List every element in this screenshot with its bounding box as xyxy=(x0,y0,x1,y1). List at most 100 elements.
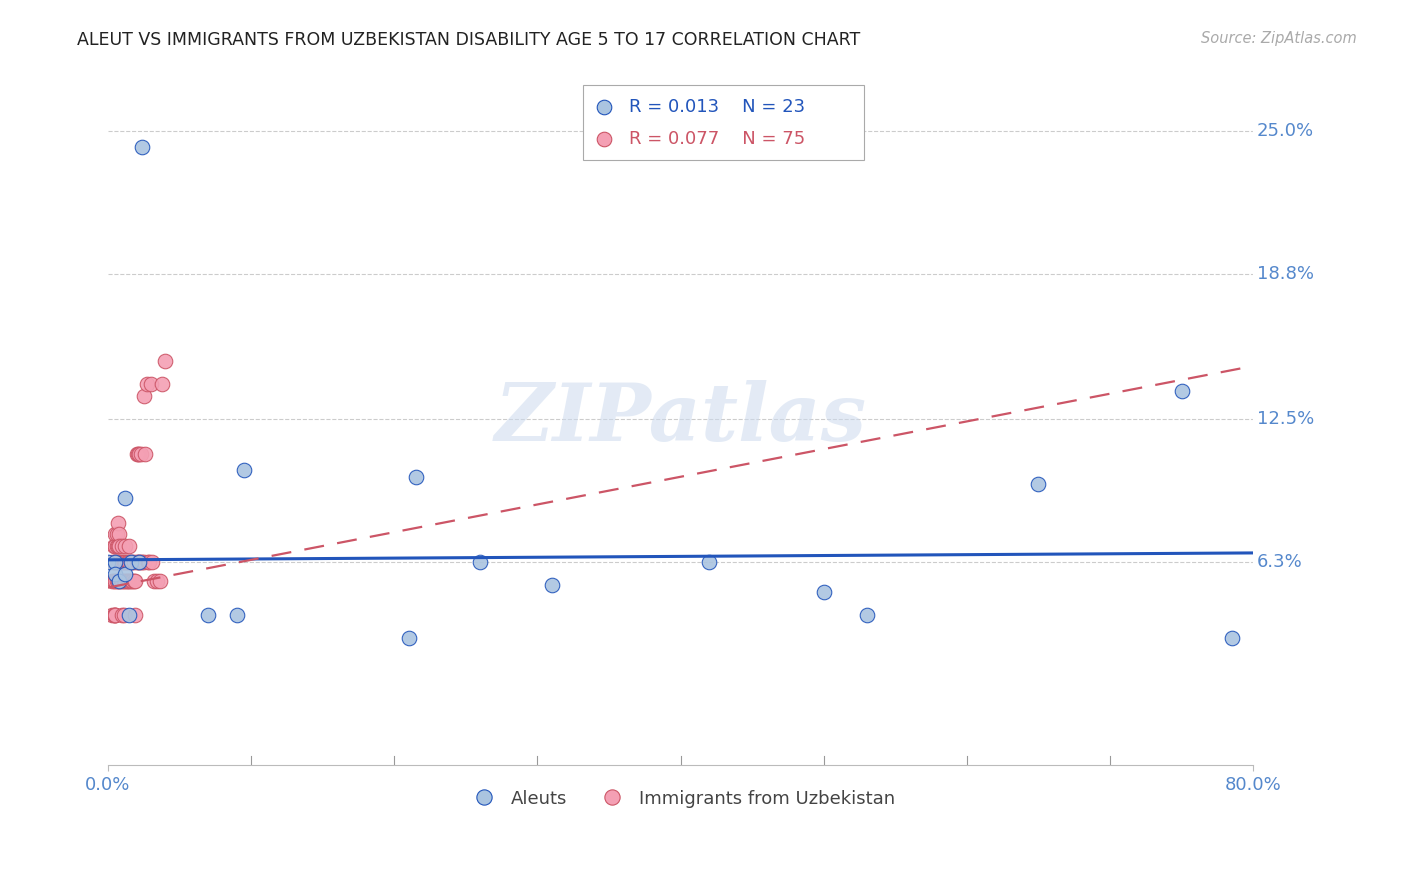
Point xyxy=(114,491,136,505)
Text: R = 0.013    N = 23: R = 0.013 N = 23 xyxy=(628,98,806,116)
Point xyxy=(104,566,127,581)
Point xyxy=(139,377,162,392)
Point xyxy=(108,555,131,569)
Point xyxy=(405,470,427,484)
Point xyxy=(108,574,131,588)
Point xyxy=(104,574,127,588)
Point xyxy=(131,555,153,569)
Point xyxy=(135,377,157,392)
Point xyxy=(120,574,142,588)
Point xyxy=(118,608,141,623)
Point xyxy=(103,555,125,569)
Point xyxy=(122,574,145,588)
Point xyxy=(125,555,148,569)
Point xyxy=(114,566,136,581)
Point xyxy=(124,608,146,623)
Point xyxy=(97,555,120,569)
Point xyxy=(132,389,155,403)
Point xyxy=(105,527,128,541)
Point xyxy=(108,574,131,588)
Point xyxy=(136,555,159,569)
Text: ALEUT VS IMMIGRANTS FROM UZBEKISTAN DISABILITY AGE 5 TO 17 CORRELATION CHART: ALEUT VS IMMIGRANTS FROM UZBEKISTAN DISA… xyxy=(77,31,860,49)
Point xyxy=(104,608,127,623)
Point xyxy=(111,539,134,553)
Point xyxy=(117,574,139,588)
Point xyxy=(115,574,138,588)
Point xyxy=(104,527,127,541)
Point xyxy=(697,555,720,569)
Point xyxy=(148,574,170,588)
Legend: Aleuts, Immigrants from Uzbekistan: Aleuts, Immigrants from Uzbekistan xyxy=(458,782,903,815)
Point xyxy=(121,574,143,588)
Point xyxy=(132,555,155,569)
Point xyxy=(117,555,139,569)
Text: ZIPatlas: ZIPatlas xyxy=(495,380,866,458)
Point xyxy=(111,608,134,623)
Point xyxy=(103,574,125,588)
Text: 18.8%: 18.8% xyxy=(1257,265,1313,283)
Point xyxy=(107,574,129,588)
Point xyxy=(108,539,131,553)
Point xyxy=(129,447,152,461)
Point xyxy=(134,447,156,461)
Point xyxy=(103,608,125,623)
Point xyxy=(141,555,163,569)
Point xyxy=(128,555,150,569)
Point xyxy=(105,555,128,569)
Point xyxy=(112,574,135,588)
Point xyxy=(101,555,124,569)
Point xyxy=(150,377,173,392)
Point xyxy=(120,555,142,569)
Point xyxy=(103,539,125,553)
Point xyxy=(101,608,124,623)
Point xyxy=(540,578,562,592)
Point xyxy=(470,555,492,569)
Point xyxy=(110,574,132,588)
Point xyxy=(104,555,127,569)
Point xyxy=(110,555,132,569)
Point xyxy=(127,555,149,569)
Point xyxy=(107,516,129,530)
Point xyxy=(111,574,134,588)
Point xyxy=(114,574,136,588)
FancyBboxPatch shape xyxy=(583,85,863,160)
Point xyxy=(112,608,135,623)
Point xyxy=(1028,476,1050,491)
Text: R = 0.077    N = 75: R = 0.077 N = 75 xyxy=(628,129,806,147)
Point xyxy=(233,463,256,477)
Point xyxy=(155,354,177,368)
Point xyxy=(125,447,148,461)
Point xyxy=(122,555,145,569)
Point xyxy=(105,539,128,553)
Point xyxy=(197,608,219,623)
Point xyxy=(813,585,835,599)
Point xyxy=(124,574,146,588)
Text: 25.0%: 25.0% xyxy=(1257,121,1313,140)
Point xyxy=(225,608,247,623)
Point xyxy=(108,527,131,541)
Point xyxy=(855,608,877,623)
Point xyxy=(114,555,136,569)
Point xyxy=(118,555,141,569)
Point xyxy=(138,555,160,569)
Point xyxy=(107,539,129,553)
Point xyxy=(101,574,124,588)
Point xyxy=(120,555,142,569)
Point xyxy=(128,555,150,569)
Point xyxy=(118,539,141,553)
Point xyxy=(105,574,128,588)
Point xyxy=(145,574,167,588)
Point xyxy=(121,555,143,569)
Point xyxy=(1220,632,1243,646)
Point xyxy=(104,608,127,623)
Point xyxy=(142,574,165,588)
Point xyxy=(114,539,136,553)
Point xyxy=(104,555,127,569)
Point xyxy=(104,608,127,623)
Point xyxy=(131,140,153,154)
Point xyxy=(104,539,127,553)
Text: 12.5%: 12.5% xyxy=(1257,410,1313,428)
Point xyxy=(118,574,141,588)
Point xyxy=(111,555,134,569)
Point xyxy=(129,555,152,569)
